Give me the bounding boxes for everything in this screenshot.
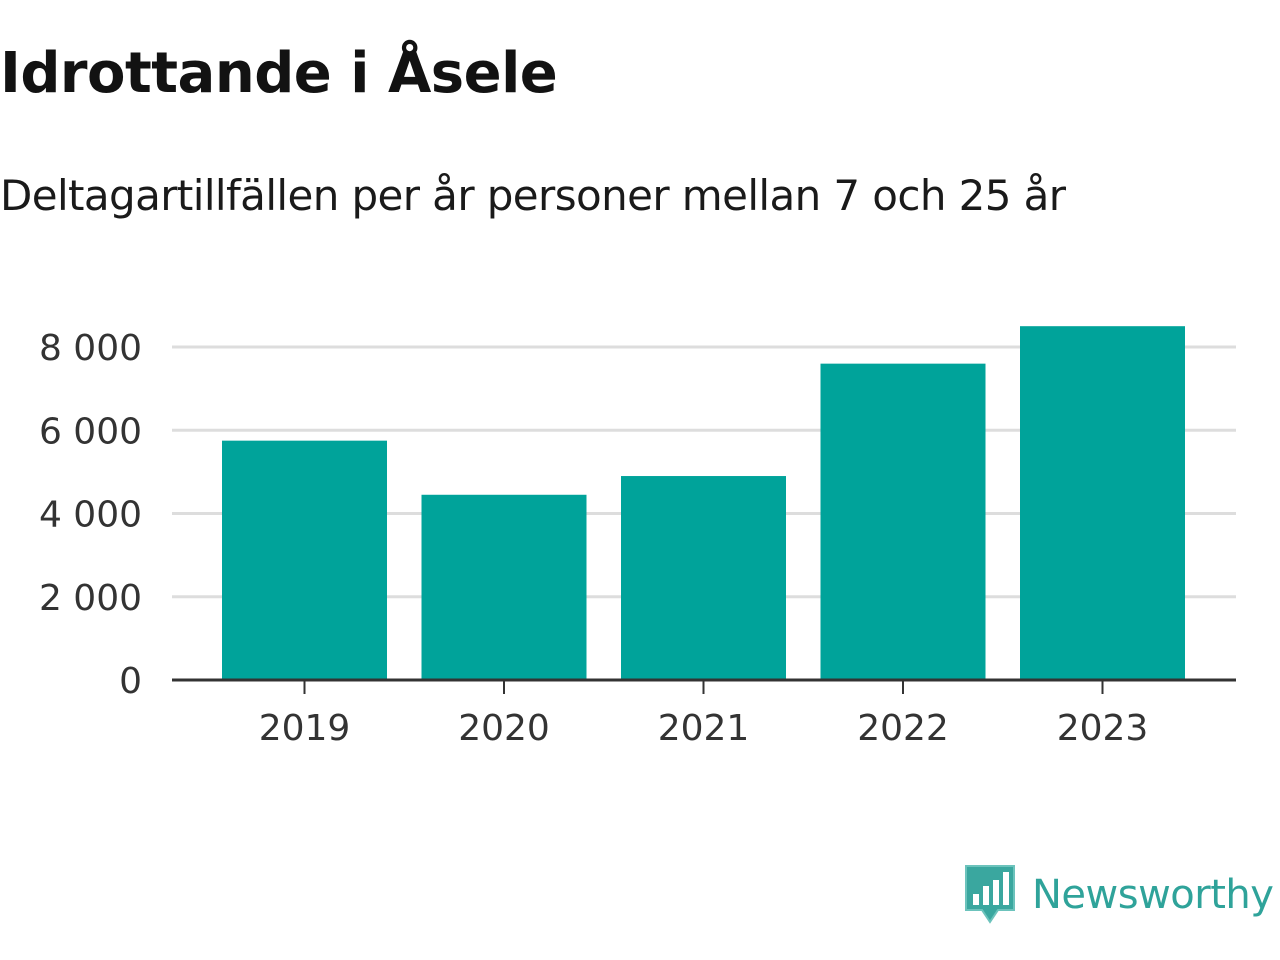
chart-subtitle: Deltagartillfällen per år personer mella… xyxy=(0,171,1066,220)
bar-2020 xyxy=(421,494,587,680)
newsworthy-logo-icon xyxy=(965,865,1015,924)
chart-title: Idrottande i Åsele xyxy=(0,41,558,106)
newsworthy-logo: Newsworthy xyxy=(964,864,1274,926)
y-tick-label: 6 000 xyxy=(39,411,142,452)
bar-2021 xyxy=(621,476,786,680)
y-tick-label: 4 000 xyxy=(39,495,142,536)
y-tick-label: 0 xyxy=(119,661,142,702)
bar-2022 xyxy=(820,363,986,680)
axes xyxy=(172,678,1236,694)
bar-2023 xyxy=(1020,326,1185,680)
x-tick-label: 2019 xyxy=(259,708,351,749)
x-tick-label: 2021 xyxy=(658,708,750,749)
y-tick-label: 8 000 xyxy=(39,328,142,369)
x-tick-label: 2023 xyxy=(1057,708,1149,749)
brand-name: Newsworthy xyxy=(1032,872,1274,918)
bars xyxy=(222,326,1185,680)
x-tick-label: 2022 xyxy=(857,708,949,749)
y-tick-label: 2 000 xyxy=(39,578,142,619)
x-tick-label: 2020 xyxy=(458,708,550,749)
tick-labels: 0 2 000 4 000 6 000 8 000 2019 2020 2021 2022 202… xyxy=(39,328,1148,749)
bar-2019 xyxy=(222,440,387,680)
bar-chart: 0 2 000 4 000 6 000 8 000 2019 2020 2021 2022 202… xyxy=(39,326,1236,749)
